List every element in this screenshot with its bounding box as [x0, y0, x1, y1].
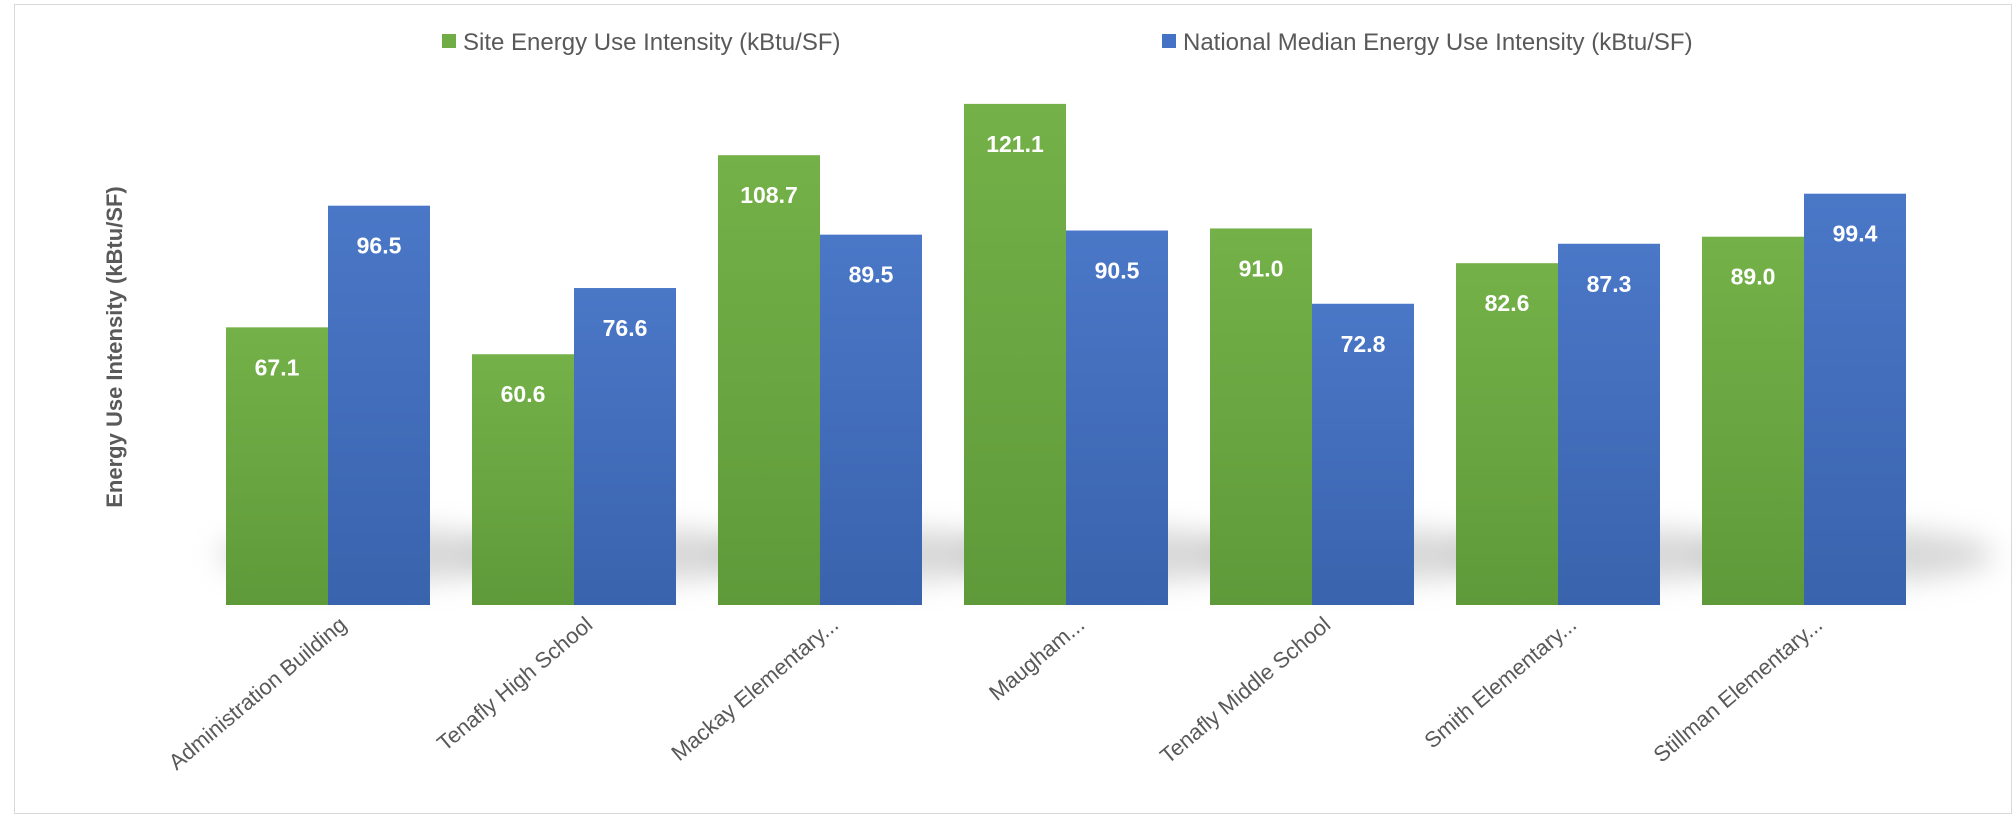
data-label: 60.6 [501, 381, 546, 407]
data-label: 76.6 [603, 315, 648, 341]
data-label: 89.5 [849, 262, 894, 288]
data-label: 121.1 [986, 131, 1044, 157]
data-label: 89.0 [1731, 264, 1776, 290]
bar-site [1210, 228, 1312, 605]
category-label: Tenafly High School [432, 612, 597, 756]
category-label: Administration Building [164, 612, 351, 775]
legend-swatch-site [442, 34, 456, 48]
category-label: Mackay Elementary... [666, 612, 843, 766]
bar-national [1312, 303, 1414, 605]
data-label: 87.3 [1587, 271, 1632, 297]
bar-national [1804, 193, 1906, 605]
data-label: 82.6 [1485, 290, 1530, 316]
category-labels-group: Administration Building Tenafly High Scho… [164, 612, 1827, 775]
category-label: Maugham... [984, 612, 1089, 706]
bar-national [1066, 230, 1168, 606]
bar-national [820, 234, 922, 606]
bar-national [328, 205, 430, 606]
bar-site [1702, 236, 1804, 605]
bar-site [964, 103, 1066, 606]
data-label: 72.8 [1341, 331, 1386, 357]
bar-site [226, 327, 328, 605]
category-label: Smith Elementary... [1419, 612, 1581, 753]
data-labels-group: 67.1 96.5 60.6 76.6 108.7 89.5 121.1 90.5 91.0 72… [255, 131, 1878, 407]
bar-site [1456, 263, 1558, 605]
y-axis-title: Energy Use Intensity (kBtu/SF) [102, 186, 127, 508]
legend-swatch-national [1162, 34, 1176, 48]
data-label: 91.0 [1239, 255, 1284, 281]
data-label: 67.1 [255, 354, 300, 380]
bars-group [226, 103, 1906, 606]
bar-national [1558, 243, 1660, 605]
data-label: 90.5 [1095, 258, 1140, 284]
data-label: 96.5 [357, 233, 402, 259]
data-label: 108.7 [740, 182, 798, 208]
bar-site [472, 354, 574, 605]
data-label: 99.4 [1833, 221, 1878, 247]
category-label: Stillman Elementary... [1648, 612, 1827, 768]
category-label: Tenafly Middle School [1155, 612, 1335, 769]
legend: Site Energy Use Intensity (kBtu/SF) Nati… [442, 29, 1693, 56]
bar-national [574, 288, 676, 605]
legend-label-national: National Median Energy Use Intensity (kB… [1183, 29, 1693, 56]
legend-label-site: Site Energy Use Intensity (kBtu/SF) [463, 29, 840, 56]
bar-site [718, 155, 820, 605]
